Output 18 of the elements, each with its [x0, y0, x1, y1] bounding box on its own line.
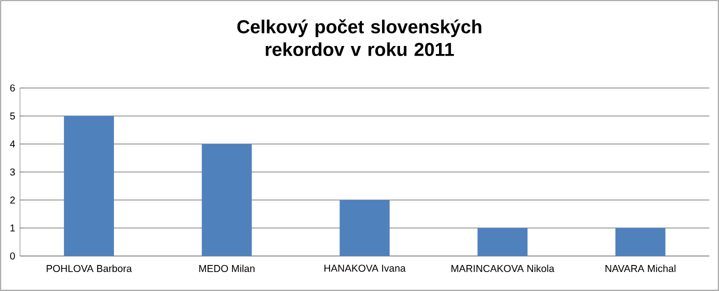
x-tick-label: MEDO Milan — [199, 264, 254, 272]
y-tick-label: 0 — [10, 252, 15, 260]
y-tick-label: 4 — [10, 140, 16, 148]
bar — [64, 116, 114, 256]
x-tick-label: POHLOVA Barbora — [46, 264, 132, 272]
x-tick-label: MARINCAKOVA Nikola — [451, 264, 554, 272]
y-tick-label: 1 — [10, 224, 15, 232]
y-tick-label: 5 — [10, 112, 15, 120]
bar — [340, 200, 390, 256]
bar — [478, 228, 528, 256]
x-tick-label: HANAKOVA Ivana — [324, 264, 406, 272]
y-tick-label: 3 — [10, 168, 15, 176]
x-tick-label: NAVARA Michal — [606, 264, 676, 272]
chart-title: Celkový počet slovenských rekordov v roku 2011 — [237, 19, 482, 56]
bar — [615, 228, 666, 256]
bar — [202, 144, 252, 256]
y-tick-label: 6 — [10, 84, 15, 92]
y-tick-label: 2 — [10, 196, 15, 204]
